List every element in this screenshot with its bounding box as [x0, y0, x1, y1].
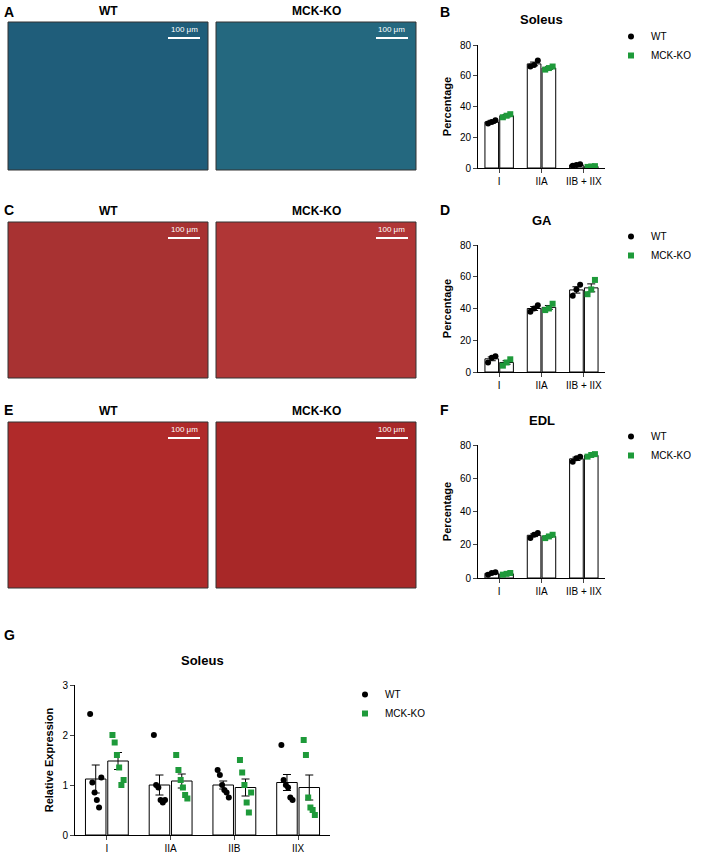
svg-text:Percentage: Percentage: [441, 77, 453, 136]
svg-text:MCK-KO: MCK-KO: [292, 204, 341, 218]
svg-text:MCK-KO: MCK-KO: [651, 450, 691, 461]
svg-text:WT: WT: [99, 4, 118, 18]
svg-text:0: 0: [62, 830, 68, 841]
svg-text:IIB: IIB: [228, 843, 241, 854]
svg-text:80: 80: [460, 240, 472, 251]
svg-text:WT: WT: [651, 431, 667, 442]
svg-text:I: I: [498, 586, 501, 597]
svg-text:Relative Expression: Relative Expression: [43, 707, 55, 812]
svg-text:80: 80: [460, 440, 472, 451]
svg-text:IIA: IIA: [535, 380, 548, 391]
svg-text:2: 2: [62, 730, 68, 741]
svg-text:IIA: IIA: [535, 176, 548, 187]
svg-text:I: I: [498, 380, 501, 391]
svg-text:20: 20: [460, 132, 472, 143]
svg-text:1: 1: [62, 780, 68, 791]
svg-text:E: E: [4, 402, 13, 418]
svg-text:Soleus: Soleus: [520, 12, 563, 27]
svg-text:MCK-KO: MCK-KO: [651, 50, 691, 61]
svg-text:0: 0: [465, 163, 471, 174]
svg-text:20: 20: [460, 539, 472, 550]
svg-text:80: 80: [460, 40, 472, 51]
svg-text:100 μm: 100 μm: [378, 425, 405, 434]
svg-text:I: I: [498, 176, 501, 187]
svg-text:IIB + IIX: IIB + IIX: [566, 380, 602, 391]
svg-text:WT: WT: [651, 231, 667, 242]
svg-text:MCK-KO: MCK-KO: [292, 4, 341, 18]
svg-text:C: C: [4, 202, 14, 218]
svg-text:100 μm: 100 μm: [171, 425, 198, 434]
svg-text:IIB + IIX: IIB + IIX: [566, 586, 602, 597]
svg-text:IIX: IIX: [292, 843, 305, 854]
svg-text:0: 0: [465, 573, 471, 584]
svg-text:I: I: [105, 843, 108, 854]
svg-text:WT: WT: [651, 31, 667, 42]
svg-text:G: G: [4, 627, 15, 643]
svg-text:WT: WT: [99, 404, 118, 418]
svg-text:Soleus: Soleus: [181, 653, 224, 668]
svg-text:MCK-KO: MCK-KO: [385, 708, 425, 719]
svg-text:3: 3: [62, 680, 68, 691]
svg-text:GA: GA: [532, 213, 552, 228]
svg-text:WT: WT: [99, 204, 118, 218]
svg-text:100 μm: 100 μm: [171, 25, 198, 34]
svg-text:40: 40: [460, 506, 472, 517]
svg-text:60: 60: [460, 473, 472, 484]
svg-text:60: 60: [460, 70, 472, 81]
svg-text:60: 60: [460, 271, 472, 282]
svg-text:IIA: IIA: [535, 586, 548, 597]
svg-text:40: 40: [460, 101, 472, 112]
svg-text:WT: WT: [385, 689, 401, 700]
svg-text:MCK-KO: MCK-KO: [651, 250, 691, 261]
svg-text:20: 20: [460, 335, 472, 346]
svg-text:100 μm: 100 μm: [378, 225, 405, 234]
svg-text:IIA: IIA: [165, 843, 178, 854]
svg-text:40: 40: [460, 303, 472, 314]
svg-text:A: A: [4, 4, 14, 20]
svg-text:F: F: [440, 402, 449, 418]
svg-text:D: D: [440, 202, 450, 218]
svg-text:100 μm: 100 μm: [378, 25, 405, 34]
svg-text:B: B: [440, 4, 450, 20]
svg-text:IIB + IIX: IIB + IIX: [566, 176, 602, 187]
svg-text:Percentage: Percentage: [441, 482, 453, 541]
svg-text:0: 0: [465, 367, 471, 378]
svg-text:100 μm: 100 μm: [171, 225, 198, 234]
svg-text:MCK-KO: MCK-KO: [292, 404, 341, 418]
svg-text:EDL: EDL: [529, 413, 555, 428]
svg-text:Percentage: Percentage: [441, 279, 453, 338]
